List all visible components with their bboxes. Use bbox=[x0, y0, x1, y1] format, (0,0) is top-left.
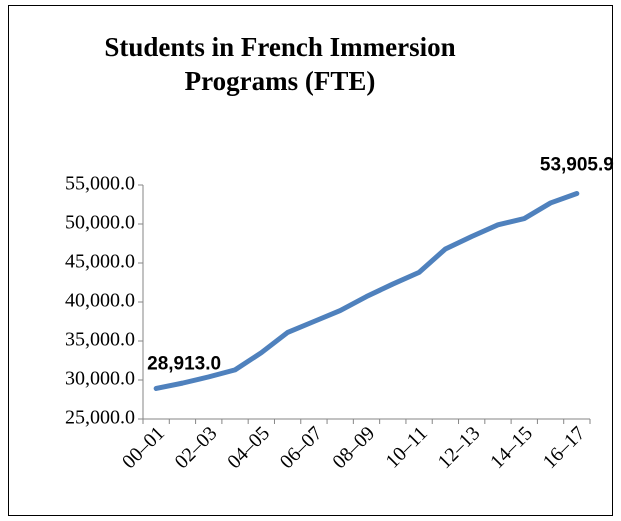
y-tick-label: 40,000.0 bbox=[65, 290, 135, 312]
chart-frame bbox=[8, 5, 613, 516]
y-tick-label: 25,000.0 bbox=[65, 407, 135, 429]
y-tick-label: 55,000.0 bbox=[65, 173, 135, 195]
y-tick-label: 35,000.0 bbox=[65, 329, 135, 351]
data-label: 28,913.0 bbox=[147, 353, 221, 374]
chart-title: Programs (FTE) bbox=[185, 66, 376, 96]
y-tick-label: 30,000.0 bbox=[65, 368, 135, 390]
y-tick-label: 50,000.0 bbox=[65, 212, 135, 234]
data-label: 53,905.9 bbox=[540, 155, 614, 176]
y-tick-label: 45,000.0 bbox=[65, 251, 135, 273]
chart-title: Students in French Immersion bbox=[104, 32, 455, 62]
data-line bbox=[153, 191, 580, 391]
